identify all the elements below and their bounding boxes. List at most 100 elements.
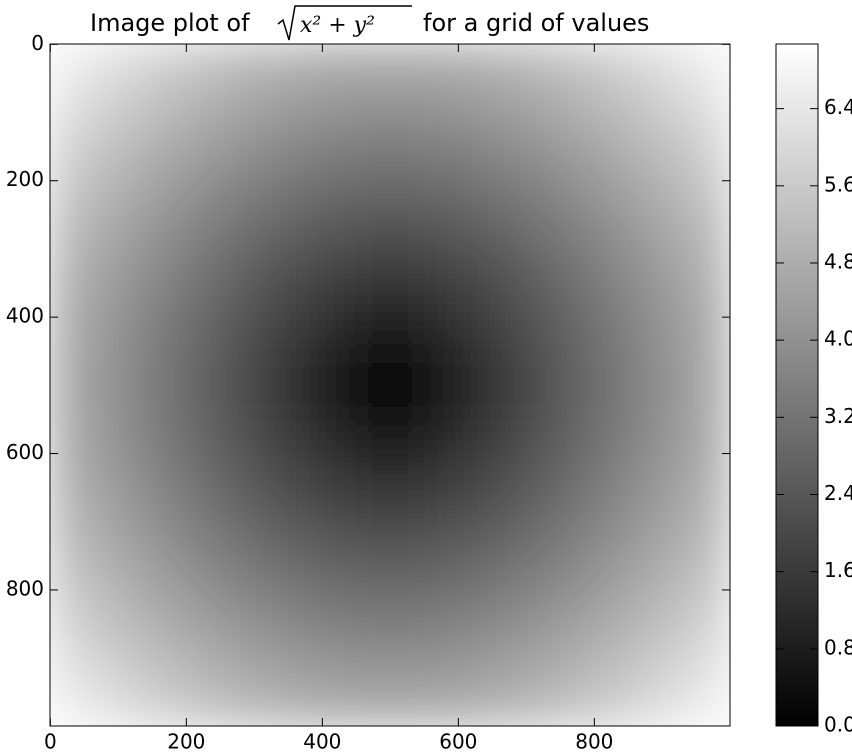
image-cell: [135, 129, 179, 173]
image-cell: [560, 598, 604, 642]
image-cell: [347, 598, 391, 642]
image-cell: [517, 171, 561, 216]
image-cell: [177, 512, 221, 557]
image-cell: [50, 44, 94, 88]
image-cell: [475, 640, 519, 684]
image-cell: [687, 640, 730, 684]
x-tick-label: 800: [575, 730, 613, 752]
image-cell: [432, 342, 476, 386]
image-cell: [517, 427, 561, 471]
image-cell: [475, 683, 519, 726]
image-cell: [517, 470, 561, 514]
colorbar-tick-label: 0.8: [824, 635, 852, 659]
image-cell: [50, 214, 94, 258]
image-cell: [517, 44, 561, 88]
plot-frame: [49, 43, 731, 727]
sqrt-sign: [277, 5, 412, 41]
image-cell: [177, 640, 221, 684]
image-cell: [305, 683, 349, 726]
image-cell: [135, 44, 179, 88]
image-cell: [305, 385, 349, 429]
image-cell: [517, 385, 561, 429]
image-cell: [220, 299, 264, 343]
image-cell: [220, 512, 264, 557]
image-cell: [177, 129, 221, 173]
image-cell: [347, 257, 391, 301]
image-cell: [220, 214, 264, 258]
image-cell: [305, 129, 349, 173]
image-cell: [347, 555, 391, 599]
image-cell: [432, 512, 476, 557]
title-formula: x² + y²: [300, 13, 375, 38]
image-cell: [602, 555, 646, 599]
image-cell: [687, 427, 730, 471]
image-cell: [135, 299, 179, 343]
image-cell: [432, 640, 476, 684]
image-cell: [475, 299, 519, 343]
image-cell: [305, 555, 349, 599]
image-cell: [602, 214, 646, 258]
image-cell: [50, 640, 94, 684]
image-cell: [602, 640, 646, 684]
image-cell: [262, 44, 306, 88]
image-cell: [645, 470, 689, 514]
image-cell: [135, 171, 179, 216]
image-cell: [432, 214, 476, 258]
image-cell: [687, 44, 730, 88]
image-cell: [560, 257, 604, 301]
image-cell: [432, 555, 476, 599]
image-cell: [390, 640, 434, 684]
image-cell: [92, 683, 136, 726]
image-cell: [177, 683, 221, 726]
image-cell: [390, 385, 434, 429]
image-cell: [645, 342, 689, 386]
image-cell: [432, 470, 476, 514]
image-cell: [262, 512, 306, 557]
image-cell: [517, 257, 561, 301]
image-cell: [220, 129, 264, 173]
image-cell: [305, 299, 349, 343]
image-cell: [602, 171, 646, 216]
image-cell: [177, 214, 221, 258]
image-cell: [390, 171, 434, 216]
image-cell: [687, 470, 730, 514]
image-cell: [560, 86, 604, 130]
image-cell: [177, 555, 221, 599]
image-cell: [50, 342, 94, 386]
image-cell: [50, 555, 94, 599]
image-cell: [517, 86, 561, 130]
image-cell: [687, 598, 730, 642]
image-cell: [135, 257, 179, 301]
image-cell: [687, 86, 730, 130]
image-cell: [92, 640, 136, 684]
image-cell: [92, 86, 136, 130]
image-cell: [135, 470, 179, 514]
image-cell: [50, 598, 94, 642]
image-cell: [390, 129, 434, 173]
image-cell: [475, 342, 519, 386]
image-cell: [390, 299, 434, 343]
image-cell: [645, 555, 689, 599]
image-cell: [432, 86, 476, 130]
image-cell: [92, 214, 136, 258]
image-cell: [92, 299, 136, 343]
image-cell: [517, 129, 561, 173]
image-cell: [475, 512, 519, 557]
image-cell: [50, 512, 94, 557]
image-cell: [475, 555, 519, 599]
image-cell: [602, 129, 646, 173]
image-cell: [262, 555, 306, 599]
image-cell: [517, 640, 561, 684]
image-cell: [645, 129, 689, 173]
image-cell: [305, 470, 349, 514]
image-cell: [687, 555, 730, 599]
image-cell: [645, 257, 689, 301]
colorbar-tick-label: 4.0: [824, 327, 852, 351]
image-cell: [135, 598, 179, 642]
image-cell: [645, 683, 689, 726]
image-cell: [92, 598, 136, 642]
y-tick-label: 0: [31, 31, 44, 55]
image-cell: [177, 86, 221, 130]
image-cell: [645, 427, 689, 471]
image-cell: [92, 470, 136, 514]
